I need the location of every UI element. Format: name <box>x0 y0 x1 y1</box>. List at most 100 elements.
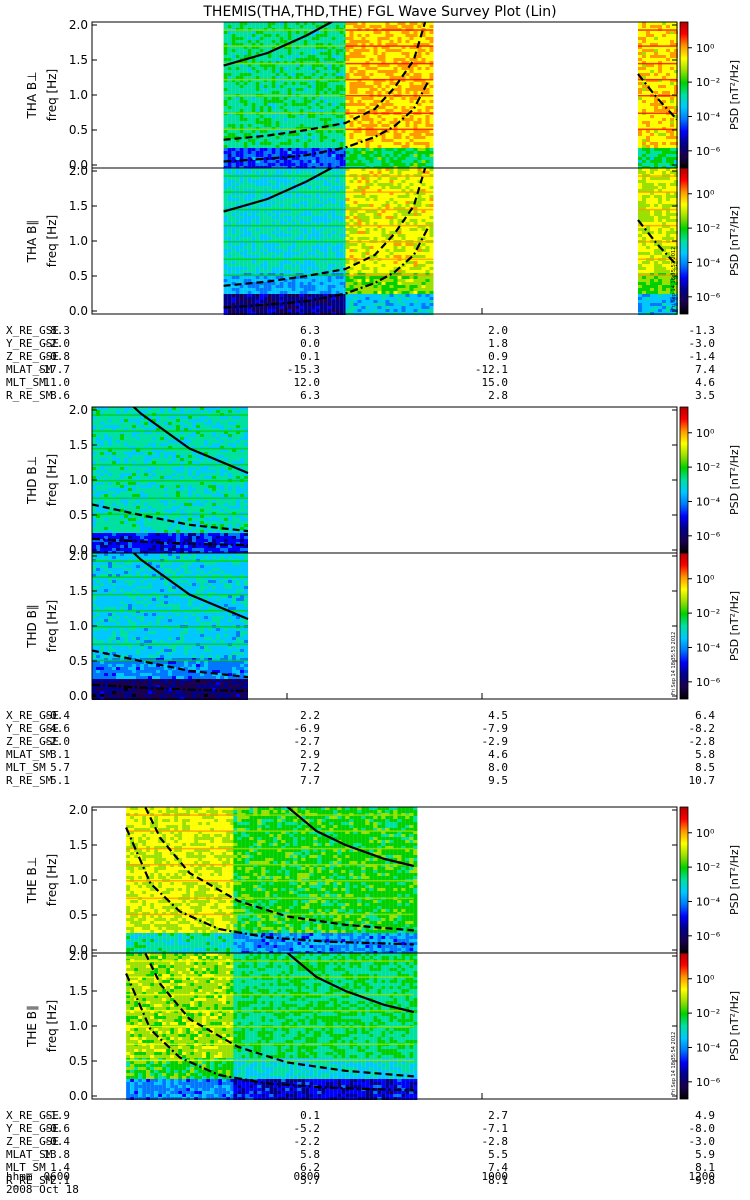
spectrogram-cell <box>283 139 288 142</box>
spectrogram-cell <box>662 61 666 64</box>
spectrogram-cell <box>299 127 304 130</box>
spectrogram-cell <box>311 210 316 213</box>
spectrogram-cell <box>283 288 288 291</box>
spectrogram-cell <box>319 222 324 225</box>
spectrogram-cell <box>425 154 430 157</box>
harmonic-line <box>345 78 434 81</box>
spectrogram-cell <box>421 139 426 142</box>
spectrogram-cell <box>357 171 362 174</box>
spectrogram-cell <box>425 22 430 25</box>
spectrogram-cell <box>255 210 260 213</box>
spectrogram-cell <box>315 58 320 61</box>
spectrogram-cell <box>223 183 228 186</box>
spectrogram-cell <box>323 264 328 267</box>
spectrogram-cell <box>345 91 350 94</box>
spectrogram-cell <box>373 31 378 34</box>
spectrogram-cell <box>397 133 402 136</box>
spectrogram-cell <box>311 97 316 100</box>
spectrogram-cell <box>339 130 344 133</box>
spectrogram-cell <box>319 234 324 237</box>
spectrogram-cell <box>235 285 240 288</box>
spectrogram-cell <box>283 222 288 225</box>
spectrogram-cell <box>315 163 320 166</box>
spectrogram-cell <box>251 136 256 139</box>
spectrogram-cell <box>259 306 264 309</box>
spectrogram-cell <box>638 88 642 91</box>
spectrogram-cell <box>315 225 320 228</box>
spectrogram-cell <box>417 49 422 52</box>
spectrogram-cell <box>247 279 252 282</box>
spectrogram-cell <box>369 85 374 88</box>
spectrogram-cell <box>345 67 350 70</box>
spectrogram-cell <box>295 168 300 171</box>
spectrogram-cell <box>239 46 244 49</box>
spectrogram-cell <box>251 70 256 73</box>
spectrogram-cell <box>401 148 406 151</box>
spectrogram-cell <box>287 109 292 112</box>
spectrogram-cell <box>331 118 336 121</box>
spectrogram-cell <box>259 198 264 201</box>
spectrogram-cell <box>295 142 300 145</box>
spectrogram-cell <box>642 148 646 151</box>
spectrogram-cell <box>299 255 304 258</box>
spectrogram-cell <box>327 222 332 225</box>
spectrogram-cell <box>287 183 292 186</box>
spectrogram-cell <box>638 136 642 139</box>
spectrogram-cell <box>353 210 358 213</box>
spectrogram-cell <box>259 210 264 213</box>
spectrogram-cell <box>666 118 670 121</box>
spectrogram-cell <box>275 40 280 43</box>
spectrogram-cell <box>397 73 402 76</box>
spectrogram-cell <box>331 109 336 112</box>
spectrogram-cell <box>287 22 292 25</box>
spectrogram-cell <box>295 192 300 195</box>
spectrogram-cell <box>227 309 232 312</box>
spectrogram-cell <box>345 70 350 73</box>
spectrogram-cell <box>303 234 308 237</box>
spectrogram-cell <box>361 34 366 37</box>
spectrogram-cell <box>311 64 316 67</box>
spectrogram-cell <box>401 157 406 160</box>
spectrogram-cell <box>327 195 332 198</box>
spectrogram-cell <box>283 192 288 195</box>
spectrogram-cell <box>642 124 646 127</box>
spectrogram-cell <box>307 121 312 124</box>
spectrogram-cell <box>319 52 324 55</box>
spectrogram-cell <box>271 291 276 294</box>
spectrogram-cell <box>381 88 386 91</box>
spectrogram-cell <box>231 255 236 258</box>
spectrogram-cell <box>335 171 340 174</box>
spectrogram-cell <box>409 73 414 76</box>
spectrogram-cell <box>377 73 382 76</box>
spectrogram-cell <box>251 204 256 207</box>
spectrogram-cell <box>223 180 228 183</box>
spectrogram-cell <box>235 76 240 79</box>
spectrogram-cell <box>389 79 394 82</box>
spectrogram-cell <box>279 160 284 163</box>
spectrogram-cell <box>331 264 336 267</box>
spectrogram-cell <box>646 151 650 154</box>
spectrogram-cell <box>381 70 386 73</box>
spectrogram-cell <box>319 43 324 46</box>
spectrogram-cell <box>327 130 332 133</box>
spectrogram-cell <box>247 124 252 127</box>
spectrogram-cell <box>271 180 276 183</box>
spectrogram-cell <box>303 288 308 291</box>
spectrogram-cell <box>275 270 280 273</box>
spectrogram-cell <box>401 67 406 70</box>
spectrogram-cell <box>393 148 398 151</box>
spectrogram-cell <box>279 67 284 70</box>
spectrogram-cell <box>369 25 374 28</box>
spectrogram-cell <box>666 34 670 37</box>
spectrogram-cell <box>311 91 316 94</box>
spectrogram-cell <box>413 154 418 157</box>
spectrogram-cell <box>674 70 678 73</box>
spectrogram-cell <box>291 183 296 186</box>
spectrogram-cell <box>311 198 316 201</box>
spectrogram-cell <box>327 163 332 166</box>
spectrogram-cell <box>287 177 292 180</box>
spectrogram-cell <box>307 306 312 309</box>
spectrogram-cell <box>357 67 362 70</box>
spectrogram-cell <box>353 124 358 127</box>
spectrogram-cell <box>263 88 268 91</box>
